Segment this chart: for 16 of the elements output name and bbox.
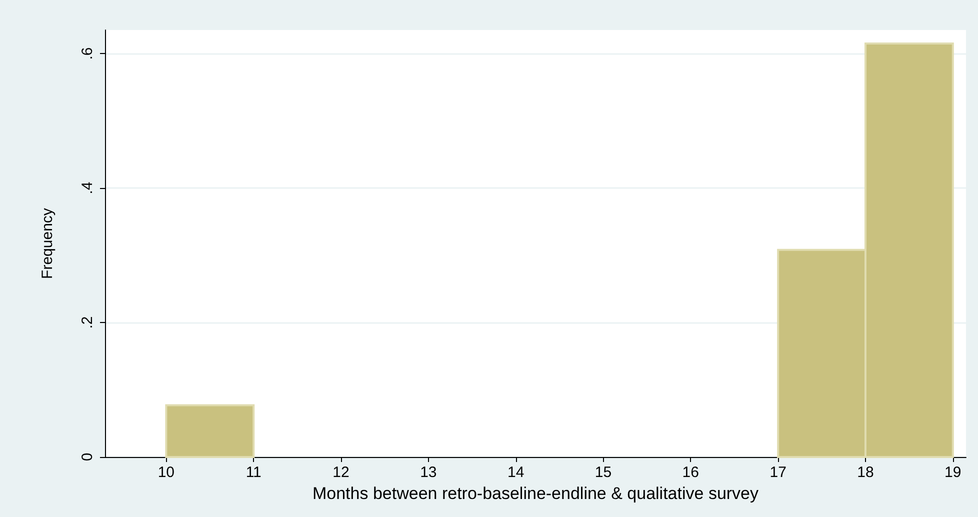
- x-tick-label: 11: [246, 464, 262, 481]
- y-tick-label: .2: [79, 316, 96, 329]
- x-tick-label: 14: [507, 464, 524, 481]
- x-axis-title: Months between retro-baseline-endline & qualitative survey: [312, 484, 760, 503]
- y-tick-label: .6: [79, 47, 96, 60]
- y-tick-label: 0: [79, 452, 96, 462]
- x-tick-label: 15: [594, 464, 612, 481]
- x-tick-label: 12: [332, 464, 350, 481]
- x-tick-label: 18: [857, 464, 874, 481]
- x-tick-label: 19: [944, 464, 962, 481]
- y-axis-title: Frequency: [39, 208, 56, 279]
- x-tick-label: 17: [770, 464, 786, 481]
- x-tick-label: 10: [158, 464, 175, 481]
- y-tick-label: .4: [79, 182, 96, 194]
- x-tick-label: 13: [420, 464, 437, 481]
- x-tick-label: 16: [682, 464, 699, 481]
